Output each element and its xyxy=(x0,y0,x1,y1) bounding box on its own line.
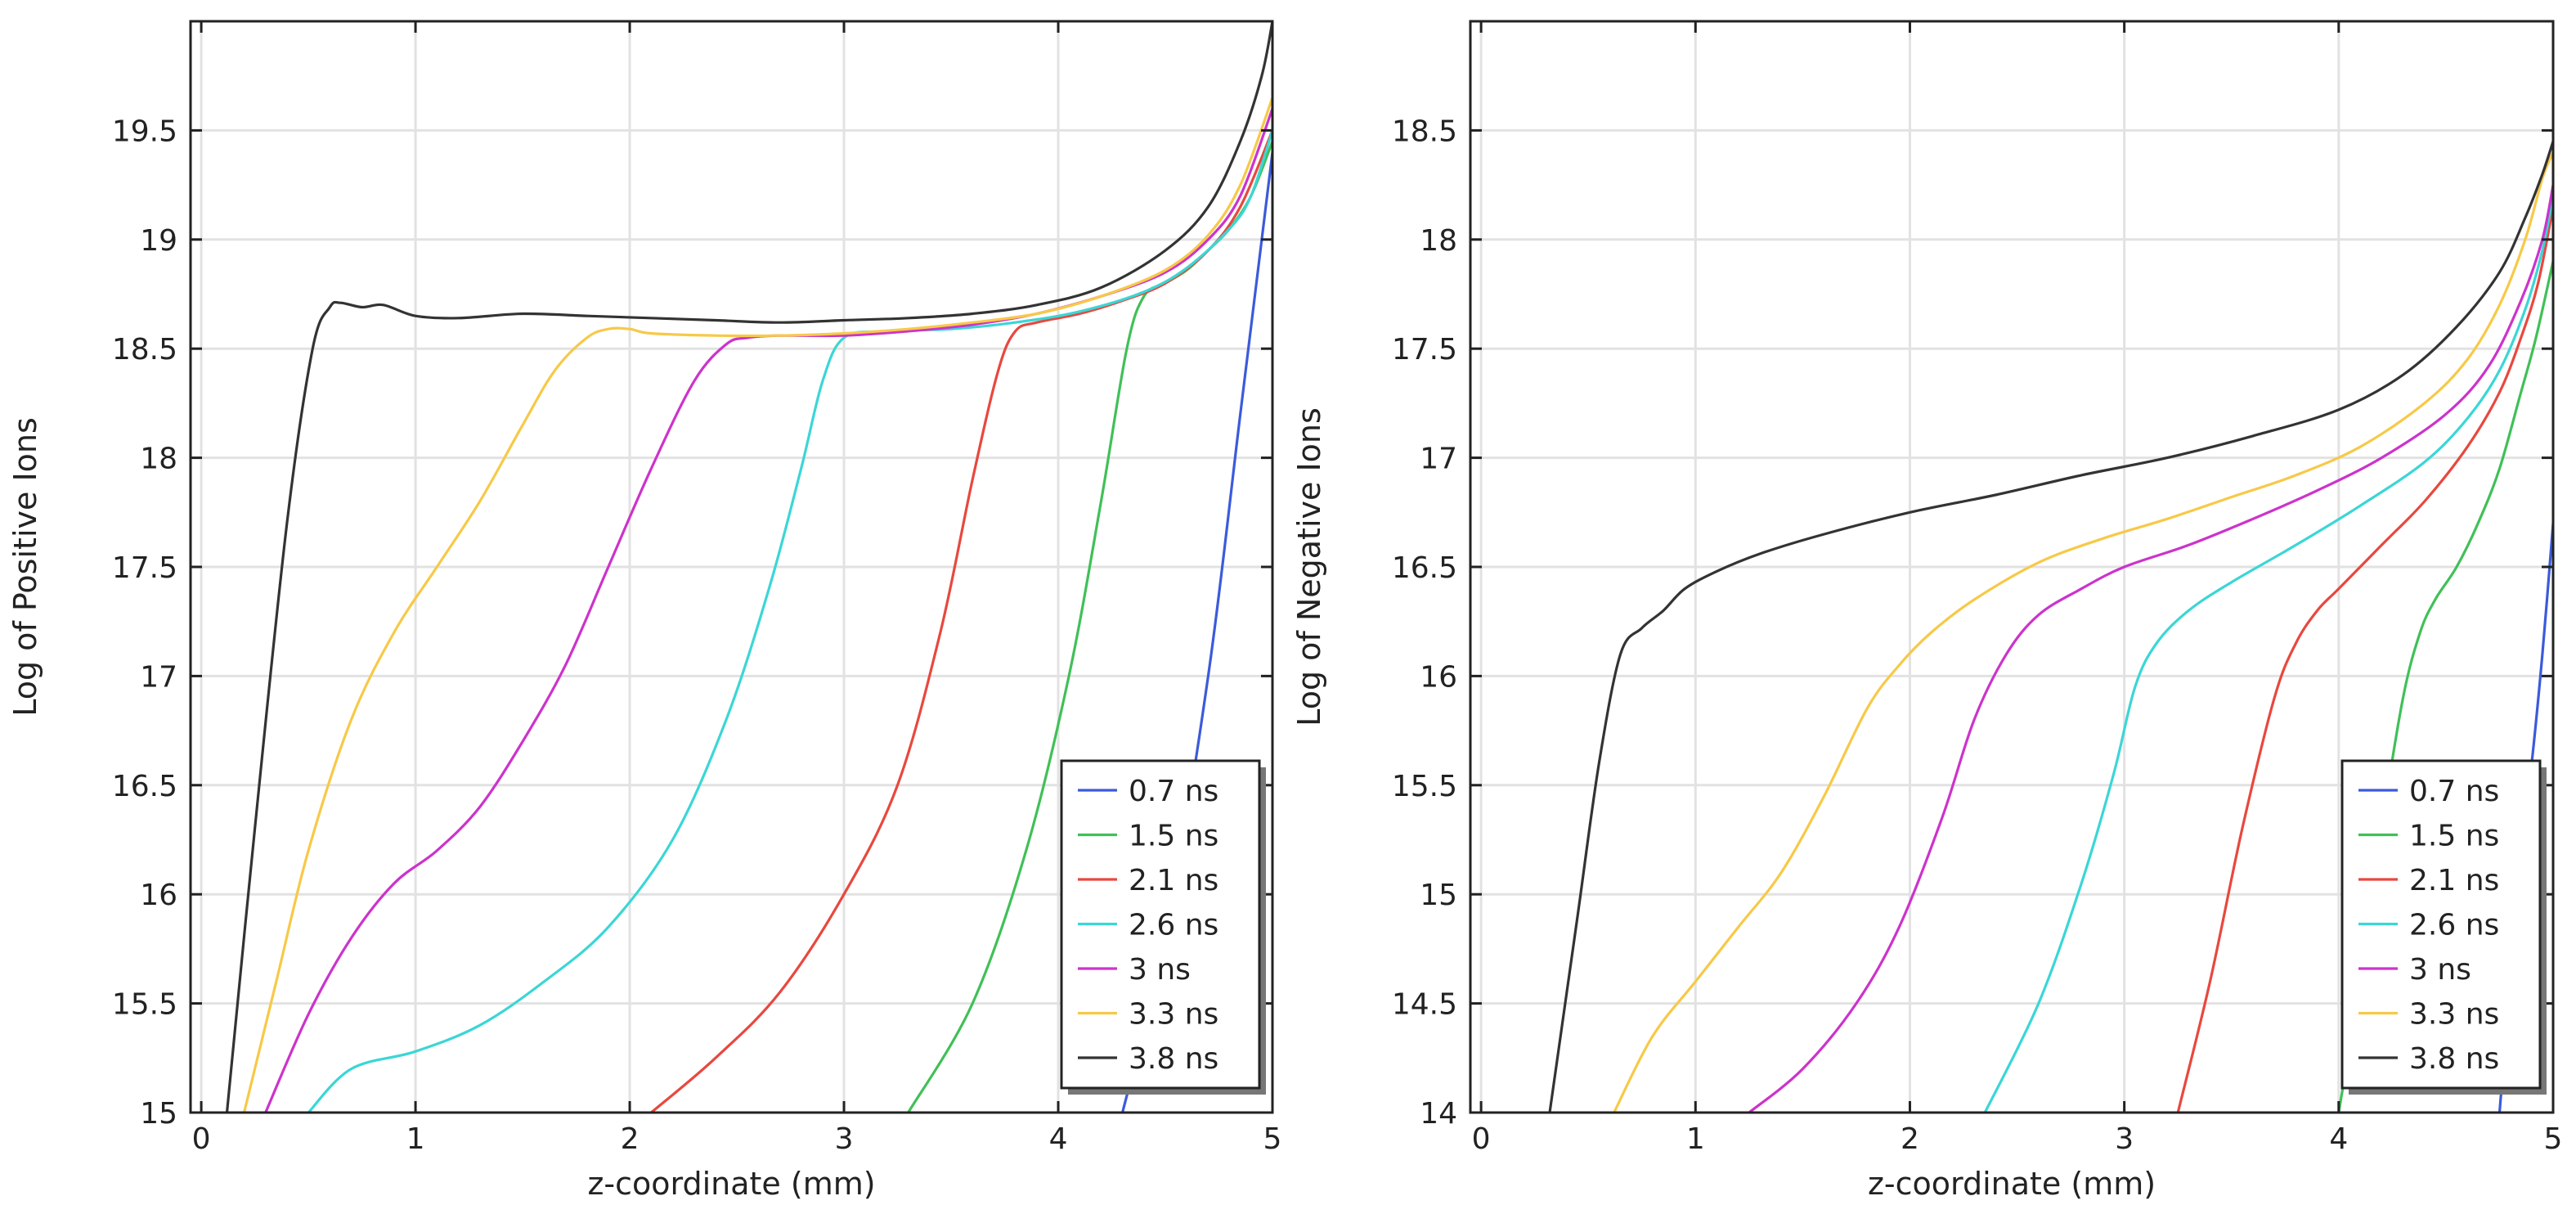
y-axis-label: Log of Negative Ions xyxy=(1291,407,1327,726)
positive-ions-plot: 0 1 2 3 4 5 15 15.5 16 16.5 17 17.5 18 18.5 19 19.5 z-co… xyxy=(7,20,1282,1202)
y-tick-label: 15.5 xyxy=(1392,770,1457,803)
y-tick-label: 14 xyxy=(1420,1097,1457,1131)
legend-label: 3 ns xyxy=(2409,953,2471,987)
y-axis-label: Log of Positive Ions xyxy=(7,417,43,717)
y-tick-label: 19 xyxy=(140,224,177,258)
x-tick-label: 2 xyxy=(1901,1122,1919,1156)
x-tick-label: 5 xyxy=(2544,1122,2563,1156)
legend-label: 3.3 ns xyxy=(2409,998,2499,1032)
x-axis-label: z-coordinate (mm) xyxy=(587,1166,875,1202)
y-tick-label: 16.5 xyxy=(1392,551,1457,585)
x-tick-label: 4 xyxy=(2329,1122,2348,1156)
x-tick-label: 1 xyxy=(1686,1122,1705,1156)
y-tick-label: 18.5 xyxy=(112,333,177,366)
legend-label: 3.3 ns xyxy=(1129,998,1218,1032)
legend-label: 3 ns xyxy=(1129,953,1191,987)
legend-label: 2.1 ns xyxy=(2409,864,2499,897)
y-tick-label: 15 xyxy=(140,1097,177,1131)
legend: 0.7 ns 1.5 ns 2.1 ns 2.6 ns 3 ns 3.3 ns 3.8 ns xyxy=(2340,759,2547,1095)
x-tick-label: 5 xyxy=(1263,1122,1282,1156)
series-line-2-6-ns xyxy=(307,129,1272,1113)
x-tick-label: 2 xyxy=(621,1122,640,1156)
x-tick-label: 0 xyxy=(1472,1122,1491,1156)
legend-label: 0.7 ns xyxy=(2409,775,2499,808)
legend-label: 2.1 ns xyxy=(1129,864,1218,897)
y-tick-label: 14.5 xyxy=(1392,988,1457,1022)
x-tick-label: 3 xyxy=(835,1122,854,1156)
series-line-2-1-ns xyxy=(2176,206,2553,1113)
legend-label: 1.5 ns xyxy=(1129,820,1218,853)
y-tick-label: 15 xyxy=(1420,879,1457,912)
y-tick-label: 17 xyxy=(1420,443,1457,476)
negative-ions-plot: 0 1 2 3 4 5 14 14.5 15 15.5 16 16.5 17 17.5 18 18.5 z-co… xyxy=(1291,20,2563,1202)
series-line-3-8-ns xyxy=(1548,141,2553,1113)
series-line-3-3-ns xyxy=(1613,151,2553,1113)
ticks: 0 1 2 3 4 5 15 15.5 16 16.5 17 17.5 18 18.5 19 19.5 xyxy=(112,21,1282,1156)
y-tick-label: 16 xyxy=(1420,660,1457,694)
legend-label: 2.6 ns xyxy=(1129,909,1218,942)
y-tick-label: 18 xyxy=(1420,224,1457,258)
x-tick-label: 4 xyxy=(1049,1122,1068,1156)
legend: 0.7 ns 1.5 ns 2.1 ns 2.6 ns 3 ns 3.3 ns 3.8 ns xyxy=(1060,759,1266,1095)
legend-label: 3.8 ns xyxy=(1129,1042,1218,1076)
series-line-2-6-ns xyxy=(1983,196,2553,1113)
y-tick-label: 18 xyxy=(140,443,177,476)
x-axis-label: z-coordinate (mm) xyxy=(1868,1166,2156,1202)
y-tick-label: 15.5 xyxy=(112,988,177,1022)
x-tick-label: 0 xyxy=(192,1122,211,1156)
legend-label: 3.8 ns xyxy=(2409,1042,2499,1076)
series-line-3-8-ns xyxy=(225,21,1272,1113)
y-tick-label: 17.5 xyxy=(112,551,177,585)
y-tick-label: 18.5 xyxy=(1392,115,1457,148)
legend-label: 1.5 ns xyxy=(2409,820,2499,853)
y-tick-label: 17.5 xyxy=(1392,333,1457,366)
ticks: 0 1 2 3 4 5 14 14.5 15 15.5 16 16.5 17 17.5 18 18.5 xyxy=(1392,21,2563,1156)
series-line-3-3-ns xyxy=(242,97,1272,1113)
series-line-3-ns xyxy=(1748,184,2553,1113)
x-tick-label: 3 xyxy=(2115,1122,2134,1156)
y-tick-label: 19.5 xyxy=(112,115,177,148)
series-lines xyxy=(225,21,1272,1113)
legend-label: 0.7 ns xyxy=(1129,775,1218,808)
x-tick-label: 1 xyxy=(406,1122,425,1156)
y-tick-label: 16 xyxy=(140,879,177,912)
legend-label: 2.6 ns xyxy=(2409,909,2499,942)
y-tick-label: 17 xyxy=(140,660,177,694)
y-tick-label: 16.5 xyxy=(112,770,177,803)
